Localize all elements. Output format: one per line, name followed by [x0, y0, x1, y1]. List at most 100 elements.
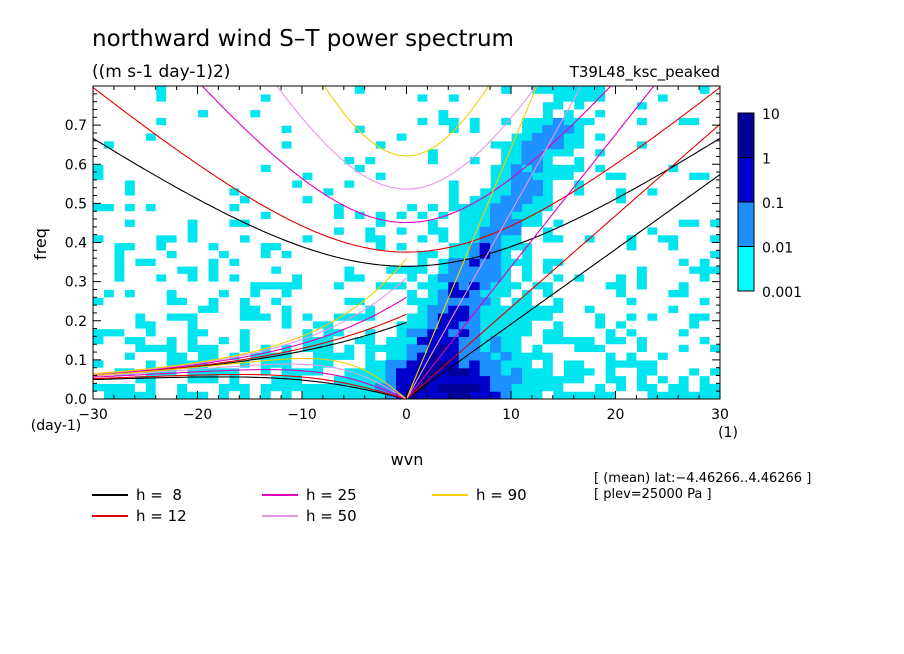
heatmap-cell-low [103, 195, 115, 204]
heatmap-cell-low [552, 344, 564, 353]
heatmap-cell-low [636, 250, 648, 259]
heatmap-cell-low [218, 273, 230, 283]
heatmap-cell-low [270, 312, 282, 322]
heatmap-cell-low [155, 211, 167, 220]
heatmap-cell-low [709, 297, 720, 306]
heatmap-cell-low [322, 140, 334, 150]
heatmap-cell [448, 312, 460, 322]
heatmap-cell-low [427, 86, 439, 95]
heatmap-cell-low [113, 375, 125, 384]
heatmap-cell [448, 352, 460, 361]
y-tick-label: 0.2 [65, 314, 87, 330]
heatmap-cell [448, 344, 460, 353]
heatmap-cell-low [333, 140, 345, 150]
heatmap-cell-low [594, 179, 606, 189]
heatmap-cell-low [448, 219, 460, 228]
heatmap-cell-low [93, 250, 105, 259]
heatmap-cell-low [103, 265, 115, 275]
heatmap-cell-low [511, 93, 523, 103]
heatmap-cell-low [396, 125, 408, 134]
heatmap-cell-low [228, 320, 240, 330]
heatmap-cell-low [270, 258, 282, 267]
heatmap-cell-low [260, 179, 272, 189]
heatmap-cell-low [333, 117, 345, 126]
heatmap-cell-low [636, 242, 648, 251]
heatmap-cell-low [197, 242, 209, 251]
heatmap-cell-low [375, 117, 387, 126]
heatmap-cell [479, 297, 491, 306]
heatmap-cell-low [218, 226, 230, 236]
heatmap-cell-low [479, 101, 491, 111]
heatmap-cell-low [218, 132, 230, 142]
heatmap-cell-low [688, 132, 700, 142]
heatmap-cell-low [615, 164, 627, 173]
heatmap-cell-low [709, 375, 720, 384]
heatmap-cell-low [93, 156, 105, 165]
heatmap-cell-low [688, 344, 700, 353]
heatmap-cell-low [249, 344, 261, 353]
heatmap-cell-low [187, 352, 199, 361]
heatmap-cell-low [605, 289, 617, 298]
heatmap-cell-low [678, 109, 690, 118]
heatmap-cell-low [678, 172, 690, 181]
heatmap-cell-low [584, 226, 596, 236]
heatmap-cell-low [354, 359, 366, 369]
heatmap-cell-low [134, 101, 146, 111]
heatmap-cell [437, 336, 449, 345]
heatmap-cell-low [646, 101, 658, 111]
heatmap-cell-low [563, 250, 575, 259]
heatmap-cell-low [594, 156, 606, 165]
heatmap-cell-low [134, 219, 146, 228]
heatmap-cell-low [124, 312, 136, 322]
heatmap-cell-low [563, 211, 575, 220]
heatmap-cell-low [615, 211, 627, 220]
heatmap-cell-low [594, 187, 606, 197]
heatmap-cell-low [343, 328, 355, 337]
heatmap-cell-low [646, 132, 658, 142]
heatmap-cell-low [249, 359, 261, 369]
heatmap-cell-low [678, 203, 690, 212]
heatmap-cell [406, 344, 418, 353]
heatmap-cell-low [207, 219, 219, 228]
heatmap-cell-low [302, 289, 314, 298]
heatmap-cell-low [93, 132, 105, 142]
heatmap-cell-low [260, 86, 272, 95]
heatmap-cell-low [281, 242, 293, 251]
heatmap-cell [500, 352, 512, 361]
heatmap-cell-low [134, 164, 146, 173]
heatmap-cell-low [688, 297, 700, 306]
heatmap-cell-low [343, 281, 355, 291]
heatmap-cell-low [605, 211, 617, 220]
heatmap-cell-low [709, 312, 720, 322]
heatmap-cell-low [343, 219, 355, 228]
heatmap-cell-low [427, 101, 439, 111]
heatmap-cell-low [218, 344, 230, 353]
heatmap-cell-low [113, 352, 125, 361]
heatmap-cell-low [396, 297, 408, 306]
heatmap-cell-low [542, 211, 554, 220]
heatmap-cell-low [636, 211, 648, 220]
heatmap-cell-low [134, 383, 146, 392]
heatmap-cell-low [531, 109, 543, 118]
heatmap-cell-low [166, 101, 178, 111]
heatmap-cell [469, 359, 481, 369]
heatmap-cell-low [239, 289, 251, 298]
heatmap-cell-low [270, 391, 282, 399]
colorbar-label: 0.001 [762, 285, 802, 301]
heatmap-cell-low [406, 305, 418, 314]
heatmap-cell-low [93, 211, 105, 220]
heatmap-cell-low [103, 305, 115, 314]
heatmap-cell-low [594, 250, 606, 259]
heatmap-cell [437, 383, 449, 392]
heatmap-cell-low [385, 132, 397, 142]
heatmap-cell-low [699, 289, 711, 298]
heatmap-cell-low [124, 211, 136, 220]
heatmap-cell-low [228, 117, 240, 126]
heatmap-cell-low [187, 179, 199, 189]
heatmap-cell [437, 320, 449, 330]
heatmap-cell-low [448, 164, 460, 173]
heatmap-cell-low [385, 258, 397, 267]
heatmap-cell-low [605, 265, 617, 275]
heatmap-cell-low [563, 156, 575, 165]
heatmap-cell-low [249, 156, 261, 165]
